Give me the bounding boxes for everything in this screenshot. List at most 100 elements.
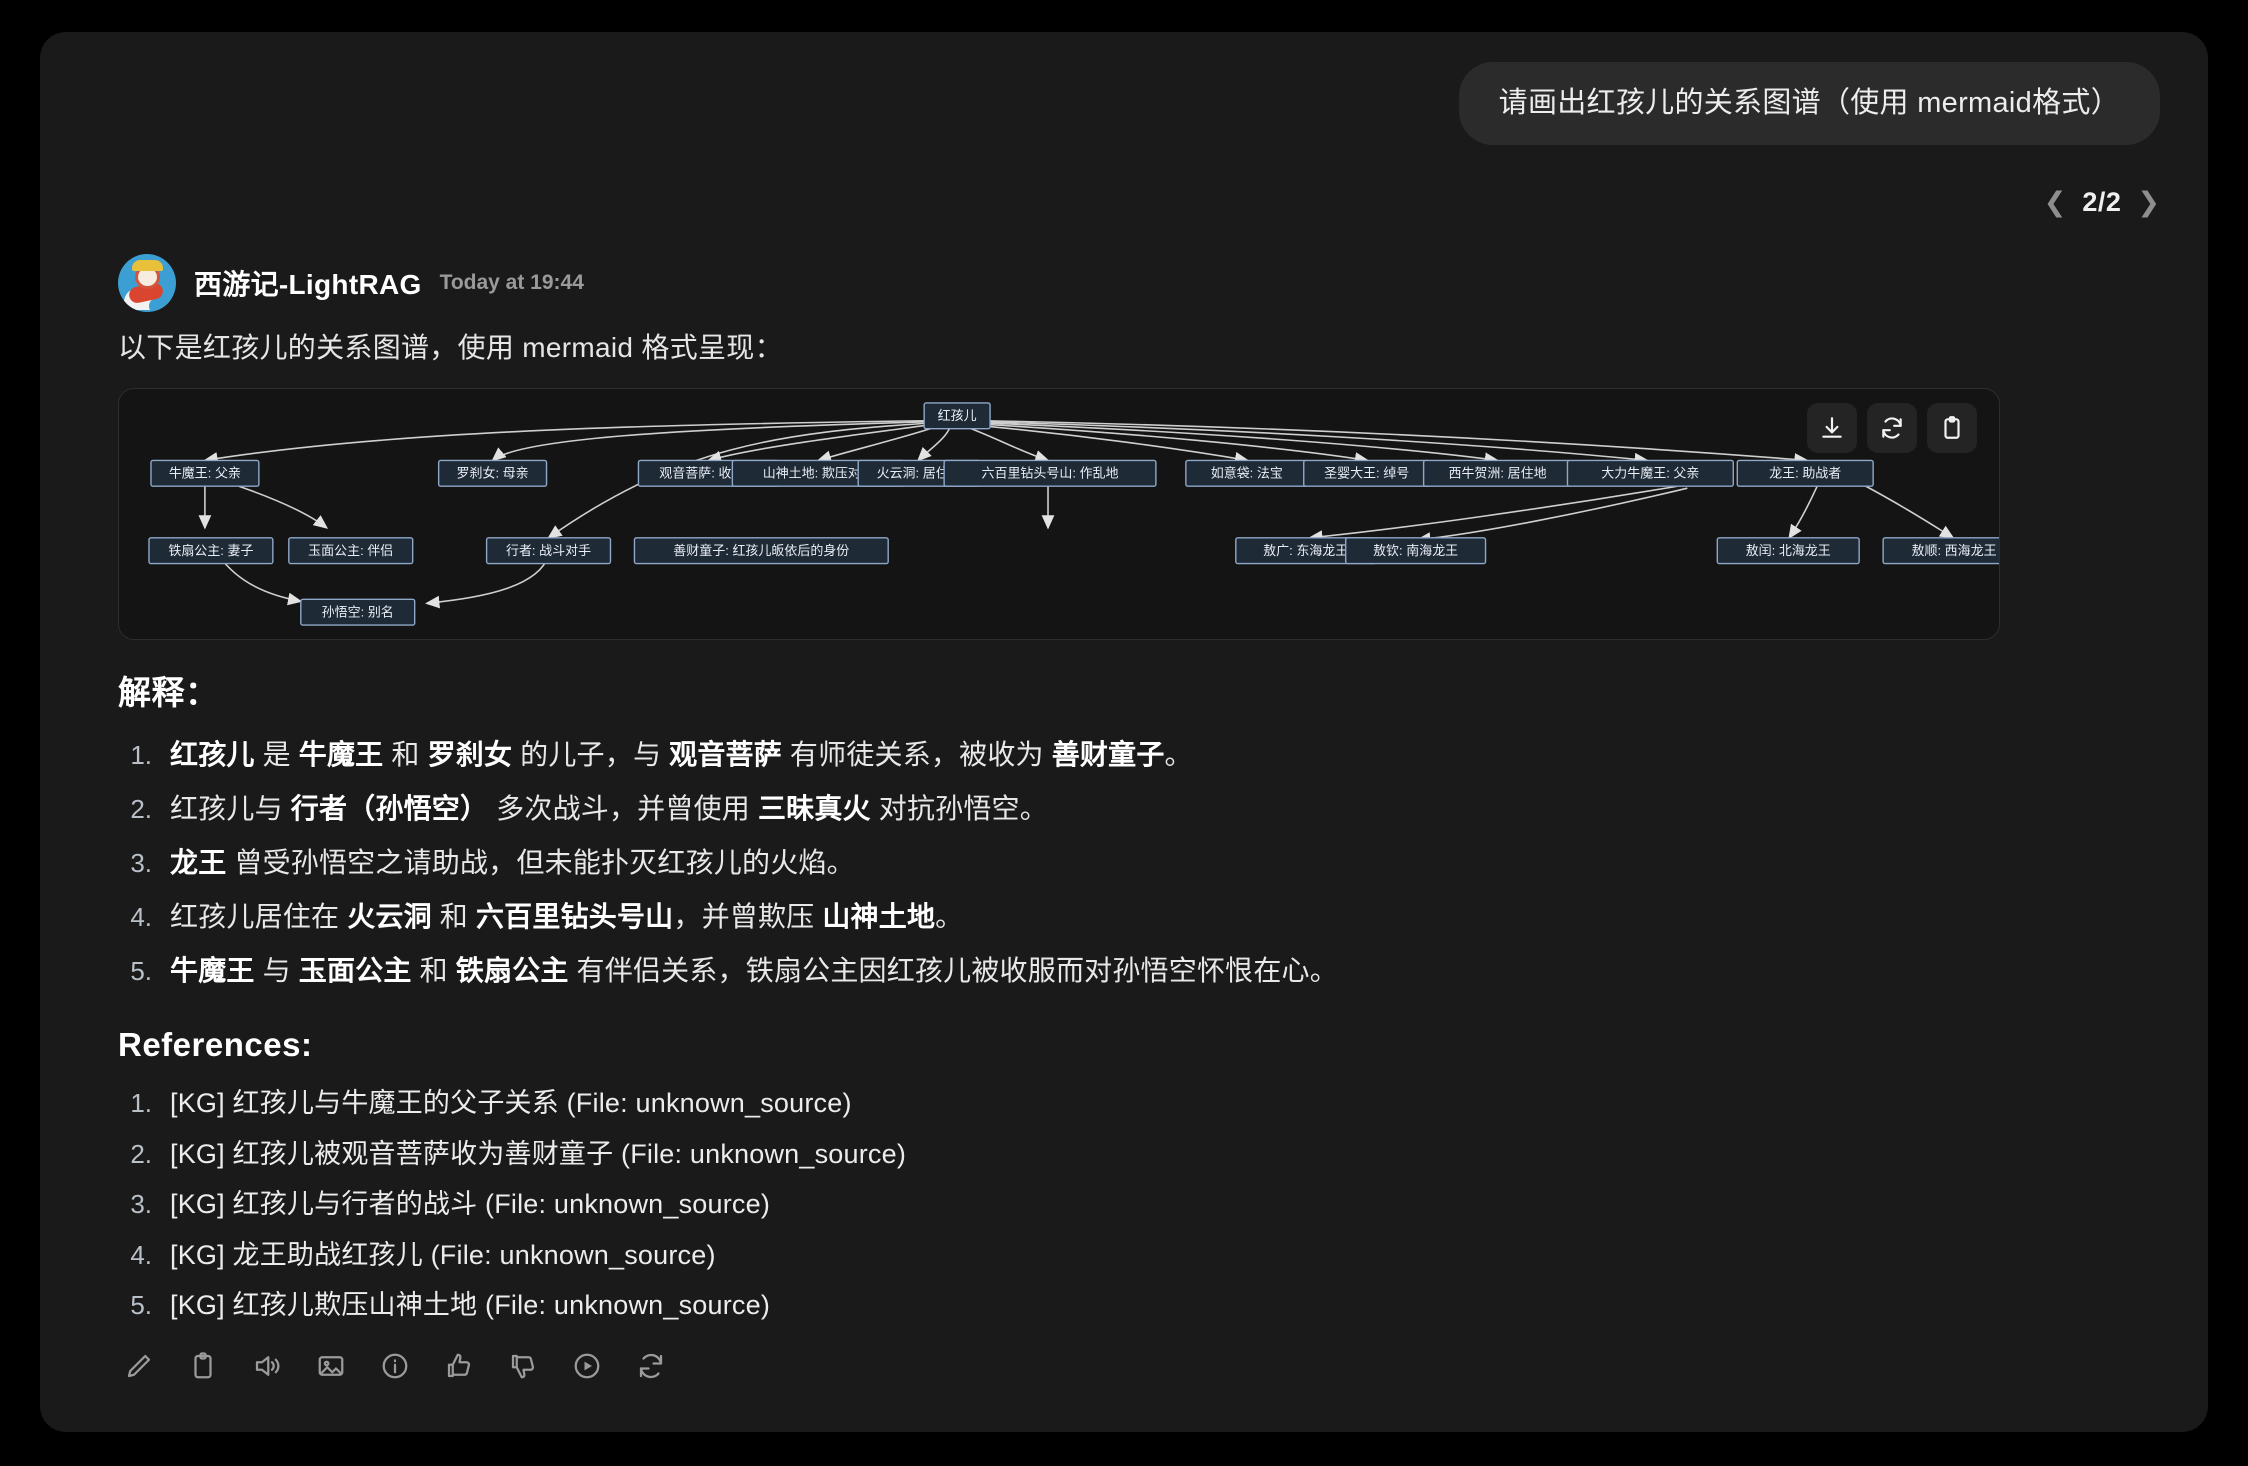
thumbs-up-icon	[447, 1353, 471, 1377]
explanation-item: 1. 红孩儿 是 牛魔王 和 罗刹女 的儿子，与 观音菩萨 有师徒关系，被收为 善…	[118, 728, 2160, 782]
list-number: 2.	[130, 794, 152, 824]
svg-text:敖闰: 北海龙王: 敖闰: 北海龙王	[1746, 543, 1831, 558]
explanation-item-text: 红孩儿居住在 火云洞 和 六百里钻头号山，并曾欺压 山神土地。	[170, 901, 964, 932]
svg-text:如意袋: 法宝: 如意袋: 法宝	[1211, 466, 1283, 481]
diagram-node[interactable]: 敖钦: 南海龙王	[1344, 537, 1487, 565]
explanation-item: 4. 红孩儿居住在 火云洞 和 六百里钻头号山，并曾欺压 山神土地。	[118, 890, 2160, 944]
mermaid-diagram-panel: 红孩儿 牛魔王: 父亲 罗刹女: 母亲 观音菩萨: 收服者 山神土地: 欺压对象…	[118, 388, 2000, 640]
edit-button[interactable]	[122, 1349, 156, 1383]
explanation-item: 2. 红孩儿与 行者（孙悟空） 多次战斗，并曾使用 三昧真火 对抗孙悟空。	[118, 782, 2160, 836]
copy-button[interactable]	[186, 1349, 220, 1383]
thumbs-down-button[interactable]	[506, 1349, 540, 1383]
explanation-item-text: 龙王 曾受孙悟空之请助战，但未能扑灭红孩儿的火焰。	[170, 847, 855, 878]
explanation-item: 5. 牛魔王 与 玉面公主 和 铁扇公主 有伴侣关系，铁扇公主因红孩儿被收服而对孙…	[118, 944, 2160, 998]
refresh-icon	[639, 1353, 663, 1378]
svg-text:牛魔王: 父亲: 牛魔王: 父亲	[169, 466, 241, 481]
clipboard-icon	[194, 1351, 212, 1378]
references-title: References:	[118, 1026, 313, 1063]
diagram-node[interactable]: 牛魔王: 父亲	[150, 459, 260, 487]
image-icon	[318, 1355, 344, 1376]
diagram-toolbar	[1807, 403, 1977, 453]
explanation-item: 3. 龙王 曾受孙悟空之请助战，但未能扑灭红孩儿的火焰。	[118, 836, 2160, 890]
reference-item: 3. [KG] 红孩儿与行者的战斗 (File: unknown_source)	[118, 1179, 2160, 1230]
explanation-item-text: 红孩儿与 行者（孙悟空） 多次战斗，并曾使用 三昧真火 对抗孙悟空。	[170, 793, 1048, 824]
diagram-node[interactable]: 孙悟空: 别名	[300, 598, 416, 626]
assistant-header: 西游记-LightRAG Today at 19:44	[118, 254, 2160, 312]
regenerate-button[interactable]	[634, 1349, 668, 1383]
diagram-node[interactable]: 行者: 战斗对手	[485, 537, 612, 565]
diagram-node[interactable]: 善财童子: 红孩儿皈依后的身份	[633, 537, 889, 565]
list-number: 1.	[130, 1088, 152, 1118]
diagram-edges	[198, 419, 1955, 609]
reference-item-text: [KG] 红孩儿被观音菩萨收为善财童子 (File: unknown_sourc…	[170, 1138, 907, 1169]
play-button[interactable]	[570, 1349, 604, 1383]
pencil-icon	[127, 1354, 151, 1377]
diagram-node[interactable]: 敖顺: 西海龙王	[1882, 537, 1999, 565]
explanation-item-text: 红孩儿 是 牛魔王 和 罗刹女 的儿子，与 观音菩萨 有师徒关系，被收为 善财童…	[170, 739, 1193, 770]
copy-button[interactable]	[1927, 403, 1977, 453]
chevron-right-icon[interactable]: ❯	[2137, 187, 2160, 217]
svg-text:六百里钻头号山: 作乱地: 六百里钻头号山: 作乱地	[981, 466, 1118, 481]
svg-text:罗刹女: 母亲: 罗刹女: 母亲	[457, 466, 529, 481]
svg-text:敖钦: 南海龙王: 敖钦: 南海龙王	[1373, 543, 1458, 558]
svg-text:山神土地: 欺压对象: 山神土地: 欺压对象	[763, 466, 874, 481]
diagram-node[interactable]: 龙王: 助战者	[1736, 459, 1874, 487]
list-number: 4.	[130, 902, 152, 932]
diagram-node[interactable]: 圣婴大王: 绰号	[1303, 459, 1431, 487]
speak-button[interactable]	[250, 1349, 284, 1383]
diagram-node[interactable]: 西牛贺洲: 居住地	[1422, 459, 1573, 487]
svg-text:铁扇公主: 妻子: 铁扇公主: 妻子	[168, 543, 253, 558]
reference-item: 4. [KG] 龙王助战红孩儿 (File: unknown_source)	[118, 1230, 2160, 1281]
diagram-node[interactable]: 大力牛魔王: 父亲	[1566, 459, 1734, 487]
message-timestamp: Today at 19:44	[439, 271, 584, 294]
diagram-node[interactable]: 罗刹女: 母亲	[437, 459, 548, 487]
diagram-node[interactable]: 六百里钻头号山: 作乱地	[943, 459, 1157, 487]
thumbs-up-button[interactable]	[442, 1349, 476, 1383]
diagram-node[interactable]: 铁扇公主: 妻子	[148, 537, 274, 565]
list-number: 3.	[130, 848, 152, 878]
avatar-hat	[132, 260, 163, 271]
diagram-nodes: 红孩儿 牛魔王: 父亲 罗刹女: 母亲 观音菩萨: 收服者 山神土地: 欺压对象…	[148, 402, 1999, 626]
play-circle-icon	[574, 1353, 600, 1378]
reference-item: 1. [KG] 红孩儿与牛魔王的父子关系 (File: unknown_sourc…	[118, 1078, 2160, 1129]
list-number: 5.	[130, 956, 152, 986]
refresh-icon	[1882, 417, 1902, 439]
svg-text:敖顺: 西海龙王: 敖顺: 西海龙王	[1911, 543, 1996, 558]
image-button[interactable]	[314, 1349, 348, 1383]
svg-text:西牛贺洲: 居住地: 西牛贺洲: 居住地	[1448, 466, 1546, 481]
diagram-node[interactable]: 敖闰: 北海龙王	[1716, 537, 1860, 565]
diagram-node-root[interactable]: 红孩儿	[923, 402, 991, 430]
svg-text:红孩儿: 红孩儿	[938, 408, 977, 423]
list-number: 1.	[130, 740, 152, 770]
thumbs-down-icon	[511, 1354, 535, 1378]
info-button[interactable]	[378, 1349, 412, 1383]
explanation-list: 1. 红孩儿 是 牛魔王 和 罗刹女 的儿子，与 观音菩萨 有师徒关系，被收为 善…	[118, 728, 2160, 998]
refresh-button[interactable]	[1867, 403, 1917, 453]
message-pagination: ❮ 2/2 ❯	[2044, 187, 2160, 218]
reference-item-text: [KG] 龙王助战红孩儿 (File: unknown_source)	[170, 1239, 716, 1270]
speaker-icon	[255, 1355, 280, 1376]
list-number: 5.	[130, 1290, 152, 1320]
list-number: 3.	[130, 1189, 152, 1219]
download-icon	[1822, 417, 1842, 438]
download-button[interactable]	[1807, 403, 1857, 453]
references-list: 1. [KG] 红孩儿与牛魔王的父子关系 (File: unknown_sourc…	[118, 1078, 2160, 1331]
diagram-node[interactable]: 如意袋: 法宝	[1185, 459, 1309, 487]
reference-item-text: [KG] 红孩儿欺压山神土地 (File: unknown_source)	[170, 1290, 771, 1320]
chevron-left-icon[interactable]: ❮	[2043, 187, 2067, 217]
reference-item: 5. [KG] 红孩儿欺压山神土地 (File: unknown_source)	[118, 1280, 2160, 1331]
assistant-name: 西游记-LightRAG	[194, 269, 422, 300]
svg-text:敖广: 东海龙王: 敖广: 东海龙王	[1263, 543, 1348, 558]
user-message-bubble[interactable]: 请画出红孩儿的关系图谱（使用 mermaid格式）	[1458, 62, 2160, 146]
svg-text:龙王: 助战者: 龙王: 助战者	[1769, 466, 1841, 481]
explanation-title: 解释：	[118, 674, 219, 711]
diagram-node[interactable]: 玉面公主: 伴侣	[288, 537, 414, 565]
svg-text:火云洞: 居住地: 火云洞: 居住地	[877, 466, 962, 481]
svg-text:圣婴大王: 绰号: 圣婴大王: 绰号	[1324, 466, 1409, 481]
svg-text:善财童子: 红孩儿皈依后的身份: 善财童子: 红孩儿皈依后的身份	[673, 543, 849, 558]
svg-text:行者: 战斗对手: 行者: 战斗对手	[506, 543, 591, 558]
reference-item-text: [KG] 红孩儿与牛魔王的父子关系 (File: unknown_source)	[170, 1088, 852, 1118]
pagination-count: 2/2	[2082, 187, 2122, 217]
diagram-node[interactable]: 敖广: 东海龙王	[1235, 537, 1377, 565]
